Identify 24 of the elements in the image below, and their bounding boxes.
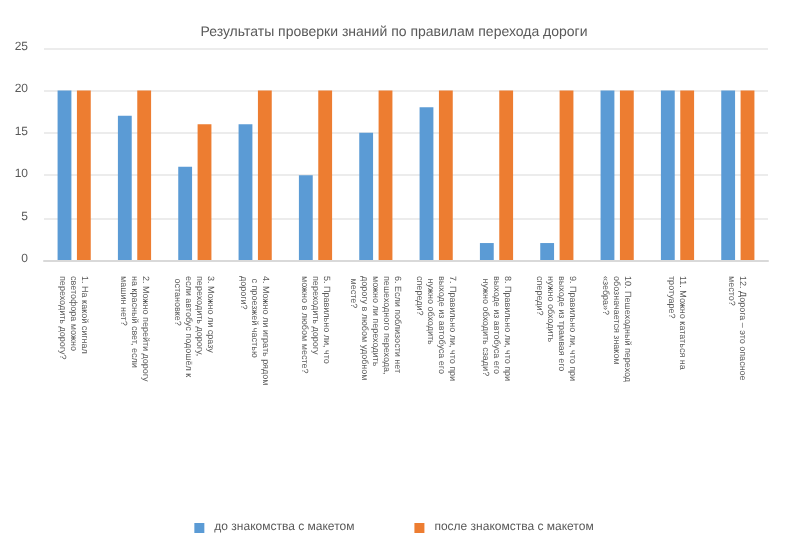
bar bbox=[438, 90, 453, 260]
bar bbox=[318, 90, 333, 260]
bar bbox=[197, 124, 212, 260]
bar bbox=[298, 175, 313, 260]
bar bbox=[378, 90, 393, 260]
bar bbox=[540, 243, 555, 260]
bar bbox=[178, 166, 193, 260]
bar bbox=[359, 132, 374, 260]
bar bbox=[559, 90, 574, 260]
bar bbox=[680, 90, 695, 260]
bar bbox=[619, 90, 634, 260]
bar bbox=[57, 90, 72, 260]
bar bbox=[499, 90, 514, 260]
bar bbox=[660, 90, 675, 260]
bar bbox=[479, 243, 494, 260]
bar bbox=[76, 90, 91, 260]
bar bbox=[137, 90, 152, 260]
bar bbox=[117, 115, 132, 260]
bar bbox=[721, 90, 736, 260]
bar bbox=[238, 124, 253, 260]
bar bbox=[257, 90, 272, 260]
bar bbox=[600, 90, 615, 260]
bar bbox=[419, 107, 434, 260]
bar bbox=[740, 90, 755, 260]
